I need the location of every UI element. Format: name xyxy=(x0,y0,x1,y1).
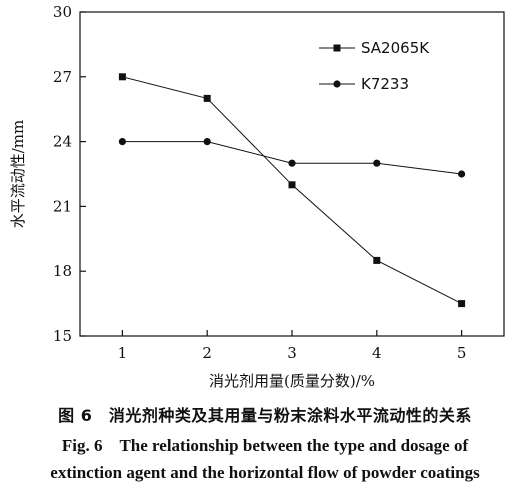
x-axis-ticks: 1 2 3 4 5 xyxy=(118,330,467,362)
x-tick-label: 4 xyxy=(372,344,382,362)
legend-marker xyxy=(333,44,341,52)
y-tick-label: 24 xyxy=(53,133,72,151)
y-tick-label: 15 xyxy=(53,327,72,345)
figure-caption-chinese: 图 6 消光剂种类及其用量与粉末涂料水平流动性的关系 xyxy=(58,406,472,425)
plot-frame xyxy=(79,11,505,337)
x-tick-label: 3 xyxy=(287,344,297,362)
series-sa2065k xyxy=(118,73,466,308)
data-point-k7233 xyxy=(288,159,296,167)
figure-caption-english-line-2: extinction agent and the horizontal flow… xyxy=(50,463,480,482)
data-point-k7233 xyxy=(118,138,126,146)
x-tick-label: 1 xyxy=(118,344,128,362)
series-layer xyxy=(118,73,466,308)
y-axis-title: 水平流动性/mm xyxy=(9,120,27,229)
series-line-k7233 xyxy=(122,141,462,175)
figure-caption-english-line-1: Fig. 6 The relationship between the type… xyxy=(61,436,469,455)
legend-item-sa2065k: SA2065K xyxy=(319,39,430,57)
data-point-k7233 xyxy=(373,159,381,167)
y-axis-ticks: 15 18 21 24 27 30 xyxy=(53,3,86,345)
series-k7233 xyxy=(118,138,466,178)
x-tick-label: 2 xyxy=(202,344,212,362)
series-line-sa2065k xyxy=(122,76,462,305)
legend-marker xyxy=(333,80,341,88)
y-tick-label: 30 xyxy=(53,3,72,21)
data-point-sa2065k xyxy=(118,73,126,81)
legend-item-k7233: K7233 xyxy=(319,75,409,93)
legend: SA2065K K7233 xyxy=(319,39,430,93)
legend-label: SA2065K xyxy=(361,39,430,57)
x-axis-title: 消光剂用量(质量分数)/% xyxy=(209,372,375,390)
x-tick-label: 5 xyxy=(457,344,467,362)
data-point-sa2065k xyxy=(373,256,381,264)
data-point-k7233 xyxy=(458,170,466,178)
data-point-k7233 xyxy=(203,138,211,146)
legend-label: K7233 xyxy=(361,75,409,93)
data-point-sa2065k xyxy=(458,300,466,308)
data-point-sa2065k xyxy=(203,94,211,102)
data-point-sa2065k xyxy=(288,181,296,189)
y-tick-label: 27 xyxy=(53,68,72,86)
y-tick-label: 21 xyxy=(53,197,72,215)
y-tick-label: 18 xyxy=(53,262,72,280)
line-chart: 1 2 3 4 5 15 18 21 24 27 30 SA2065K K7233 消光剂用量(质量… xyxy=(9,3,505,390)
